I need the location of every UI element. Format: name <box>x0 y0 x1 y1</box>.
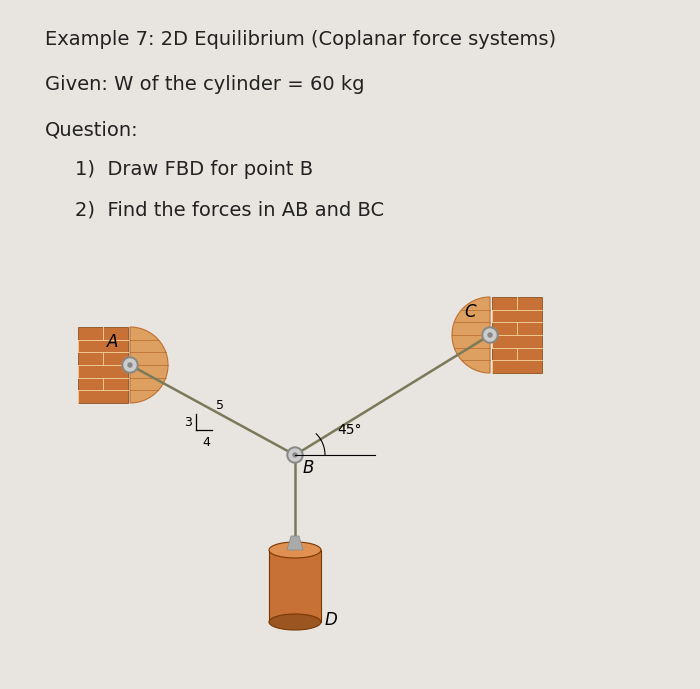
Circle shape <box>124 359 136 371</box>
Circle shape <box>484 329 496 341</box>
Bar <box>492 297 542 373</box>
Text: 2)  Find the forces in AB and BC: 2) Find the forces in AB and BC <box>75 200 384 219</box>
Circle shape <box>128 363 132 367</box>
Circle shape <box>289 449 301 461</box>
Text: Example 7: 2D Equilibrium (Coplanar force systems): Example 7: 2D Equilibrium (Coplanar forc… <box>45 30 556 49</box>
Text: A: A <box>106 333 118 351</box>
Text: Question:: Question: <box>45 120 139 139</box>
Polygon shape <box>452 297 490 373</box>
Polygon shape <box>269 542 321 558</box>
Text: C: C <box>464 303 476 321</box>
Circle shape <box>287 447 303 463</box>
Polygon shape <box>269 614 321 630</box>
Text: D: D <box>325 611 337 629</box>
Bar <box>269 550 321 622</box>
Text: Given: W of the cylinder = 60 kg: Given: W of the cylinder = 60 kg <box>45 75 365 94</box>
Polygon shape <box>287 536 303 550</box>
Bar <box>78 327 128 403</box>
Polygon shape <box>130 327 168 403</box>
Circle shape <box>122 357 138 373</box>
Text: 5: 5 <box>216 399 224 412</box>
Circle shape <box>293 453 297 457</box>
Circle shape <box>482 327 498 343</box>
Text: 1)  Draw FBD for point B: 1) Draw FBD for point B <box>75 160 313 179</box>
Text: 45°: 45° <box>337 423 361 437</box>
Text: 4: 4 <box>202 436 210 449</box>
Circle shape <box>488 333 492 337</box>
Text: B: B <box>303 459 314 477</box>
Text: 3: 3 <box>184 415 192 429</box>
